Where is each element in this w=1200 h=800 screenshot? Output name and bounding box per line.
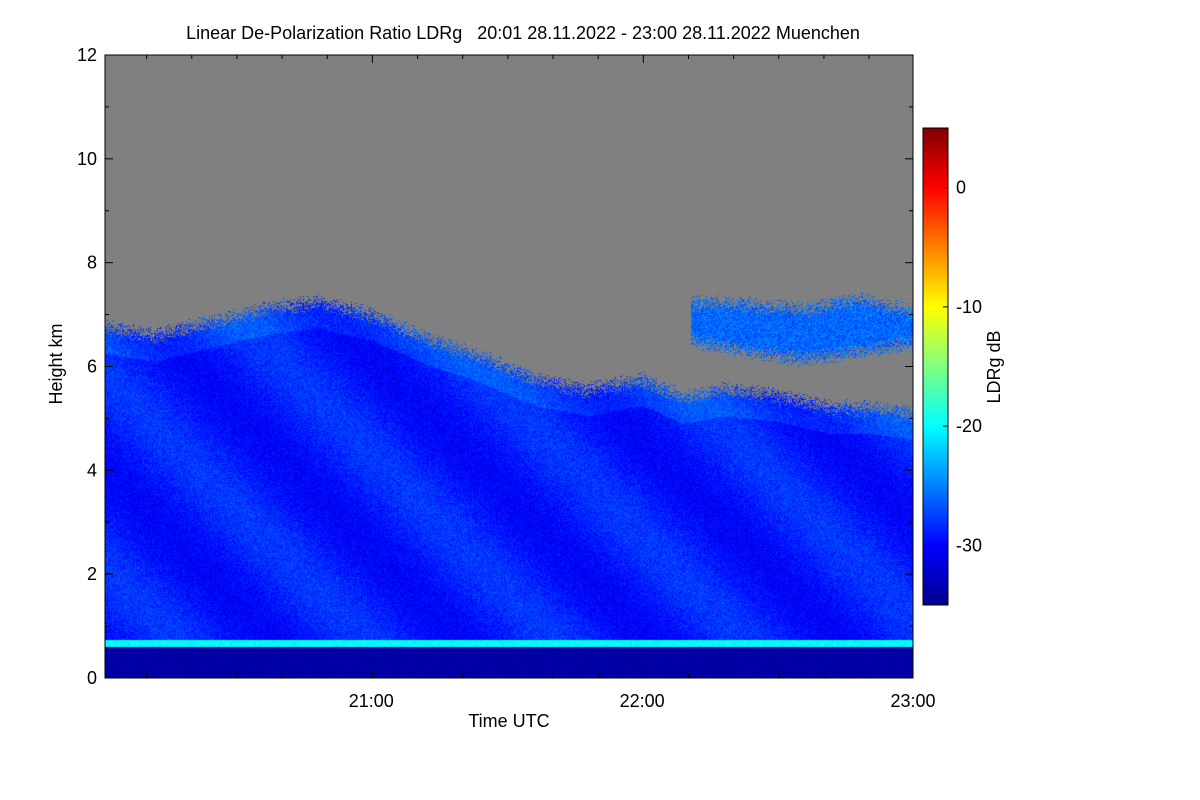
- y-tick-label: 2: [87, 564, 97, 584]
- x-axis-label: Time UTC: [468, 711, 549, 731]
- x-tick-label: 23:00: [890, 691, 935, 711]
- y-tick-label: 4: [87, 460, 97, 480]
- plot-area: [104, 54, 914, 679]
- heatmap-image: [105, 55, 913, 678]
- y-tick-label: 12: [77, 45, 97, 65]
- colorbar: 0 -10 -20 -30: [922, 127, 982, 606]
- y-tick-label: 6: [87, 357, 97, 377]
- chart-title: Linear De-Polarization Ratio LDRg 20:01 …: [186, 23, 860, 43]
- x-tick-label: 22:00: [620, 691, 665, 711]
- colorbar-tick-label: -20: [956, 416, 982, 436]
- colorbar-gradient: [923, 128, 948, 605]
- x-axis: 21:00 22:00 23:00: [146, 55, 936, 711]
- x-tick-label: 21:00: [349, 691, 394, 711]
- y-axis-label: Height km: [46, 323, 66, 404]
- colorbar-tick-label: -10: [956, 297, 982, 317]
- y-axis: 0 2 4 6 8 10 12: [77, 45, 913, 688]
- colorbar-tick-label: 0: [956, 178, 966, 198]
- colorbar-label: LDRg dB: [984, 330, 1004, 403]
- y-tick-label: 0: [87, 668, 97, 688]
- colorbar-ticks: 0 -10 -20 -30: [943, 178, 982, 555]
- colorbar-frame: [922, 127, 949, 606]
- y-tick-label: 8: [87, 253, 97, 273]
- colorbar-tick-label: -30: [956, 535, 982, 555]
- y-tick-label: 10: [77, 149, 97, 169]
